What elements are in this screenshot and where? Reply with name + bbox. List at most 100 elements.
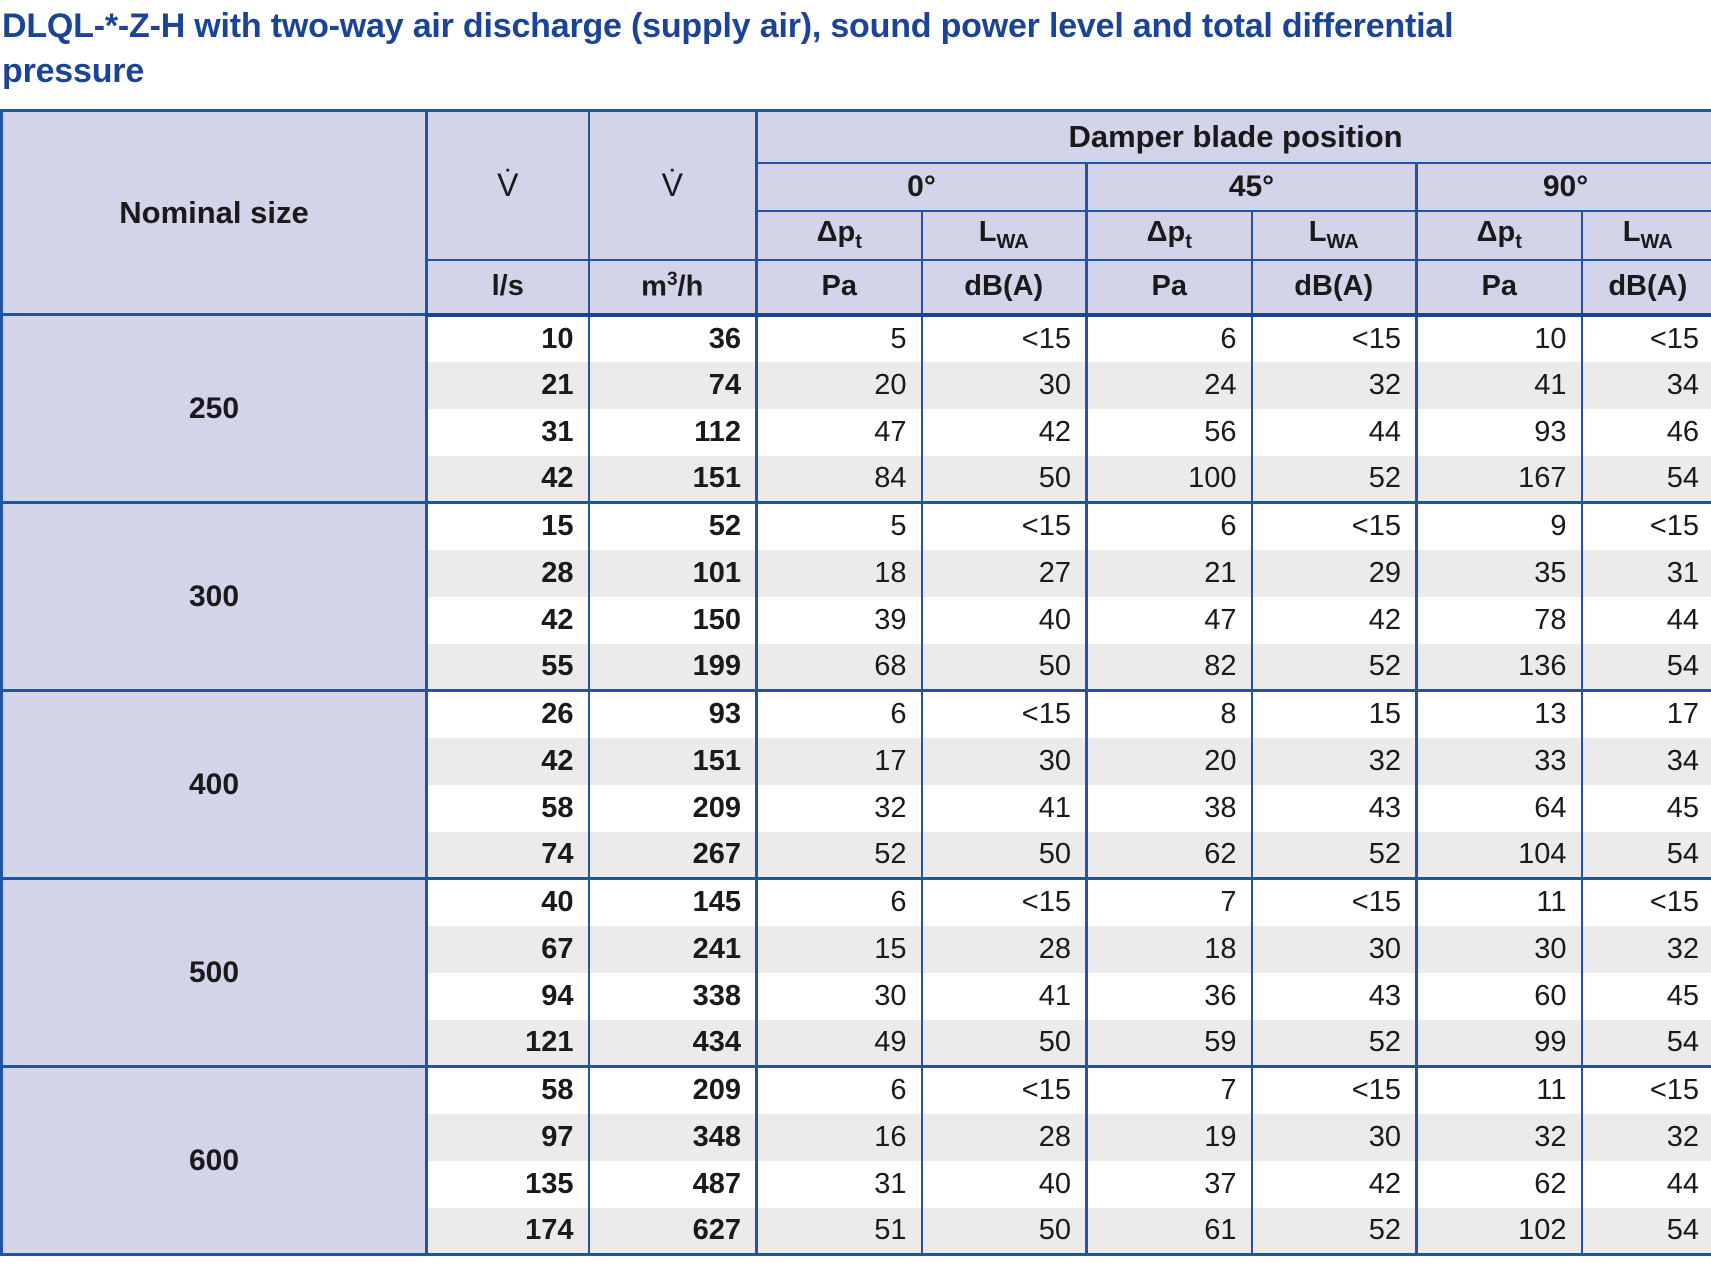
- table-cell: 100: [1085, 455, 1252, 503]
- table-cell: 32: [1415, 1113, 1582, 1161]
- table-cell: 94: [425, 972, 589, 1020]
- table-cell: 32: [1250, 361, 1417, 409]
- table-cell: 52: [755, 831, 922, 879]
- table-cell: 6: [755, 877, 922, 926]
- header-row-symbols: Δpt LWA Δpt LWA Δpt LWA: [2, 209, 1711, 261]
- table-cell: 104: [1415, 831, 1582, 879]
- table-row: 67 241 15 28 18 30 30 32: [2, 925, 1711, 973]
- table-cell: 31: [1580, 549, 1711, 597]
- table-cell: 30: [1250, 925, 1417, 973]
- table-cell: 20: [755, 361, 922, 409]
- table-cell: 34: [1580, 361, 1711, 409]
- dp-symbol: Δp: [1476, 216, 1516, 249]
- table-cell: 30: [920, 737, 1087, 785]
- col-header-dpt-0: Δpt: [755, 209, 923, 261]
- nominal-size-value: 400: [1, 689, 427, 879]
- table-cell: <15: [920, 689, 1087, 738]
- table-cell: 42: [425, 596, 589, 644]
- lwa-symbol: L: [978, 216, 997, 249]
- table-row: 28 101 18 27 21 29 35 31: [2, 549, 1711, 597]
- col-header-angle-90: 90°: [1414, 161, 1711, 212]
- table-cell: 31: [755, 1160, 922, 1208]
- table-cell: 42: [1250, 1160, 1417, 1208]
- table-cell: <15: [1580, 1065, 1711, 1114]
- table-cell: <15: [1250, 501, 1417, 550]
- table-cell: 241: [587, 925, 757, 973]
- table-cell: 36: [1085, 972, 1252, 1020]
- table-cell: 45: [1580, 972, 1711, 1020]
- table-cell: 54: [1580, 1207, 1711, 1255]
- table-cell: 21: [425, 361, 589, 409]
- table-cell: 52: [1250, 643, 1417, 691]
- table-cell: 487: [587, 1160, 757, 1208]
- header-row-top: Nominal size V̇ V̇ Damper blade position: [0, 109, 1711, 316]
- table-cell: 338: [587, 972, 757, 1020]
- table-cell: 50: [920, 1019, 1087, 1067]
- unit-dba-45: dB(A): [1250, 258, 1418, 317]
- col-header-lwa-0: LWA: [920, 209, 1088, 261]
- table-cell: 50: [920, 1207, 1087, 1255]
- unit-pa-90: Pa: [1415, 258, 1583, 317]
- table-row: 121 434 49 50 59 52 99 54: [2, 1019, 1711, 1067]
- table-cell: 54: [1580, 643, 1711, 691]
- dp-subscript: t: [1515, 230, 1522, 253]
- table-cell: 13: [1415, 689, 1582, 738]
- table-cell: 74: [587, 361, 757, 409]
- table-cell: 42: [1250, 596, 1417, 644]
- page-title: DLQL-*-Z-H with two-way air discharge (s…: [2, 7, 1454, 90]
- table-cell: 121: [425, 1019, 589, 1067]
- col-header-dpt-90: Δpt: [1415, 209, 1583, 261]
- table-cell: 5: [755, 313, 922, 362]
- table-cell: 56: [1085, 408, 1252, 456]
- table-cell: 55: [425, 643, 589, 691]
- table-cell: 58: [425, 784, 589, 832]
- col-header-angle-0: 0°: [755, 161, 1088, 212]
- col-header-flow-ls: V̇: [425, 109, 590, 261]
- table-cell: 51: [755, 1207, 922, 1255]
- unit-dba-0: dB(A): [920, 258, 1088, 317]
- table-cell: 267: [587, 831, 757, 879]
- table-cell: 50: [920, 831, 1087, 879]
- table-cell: <15: [920, 501, 1087, 550]
- table-cell: 54: [1580, 1019, 1711, 1067]
- dp-symbol: Δp: [816, 216, 856, 249]
- table-cell: 50: [920, 643, 1087, 691]
- table-cell: 42: [425, 455, 589, 503]
- table-cell: 42: [920, 408, 1087, 456]
- table-cell: 42: [425, 737, 589, 785]
- nominal-size-value: 250: [1, 313, 427, 503]
- table-cell: 209: [587, 1065, 757, 1114]
- table-cell: 47: [755, 408, 922, 456]
- table-cell: 52: [1250, 831, 1417, 879]
- table-row: 42 150 39 40 47 42 78 44: [2, 596, 1711, 644]
- table-cell: 40: [920, 1160, 1087, 1208]
- table-cell: 10: [1415, 313, 1582, 362]
- dp-subscript: t: [855, 230, 862, 253]
- table-cell: 93: [587, 689, 757, 738]
- unit-ls: l/s: [425, 258, 590, 317]
- table-cell: 34: [1580, 737, 1711, 785]
- table-cell: <15: [920, 1065, 1087, 1114]
- table-cell: 112: [587, 408, 757, 456]
- table-row: 21 74 20 30 24 32 41 34: [2, 361, 1711, 409]
- unit-m3h-suffix: /h: [677, 270, 704, 303]
- table-row: 42 151 17 30 20 32 33 34: [2, 737, 1711, 785]
- table-cell: 28: [425, 549, 589, 597]
- table-cell: 99: [1415, 1019, 1582, 1067]
- table-cell: 32: [1250, 737, 1417, 785]
- col-header-lwa-45: LWA: [1250, 209, 1418, 261]
- lwa-subscript: WA: [1326, 230, 1359, 253]
- table-cell: 39: [755, 596, 922, 644]
- table-cell: 54: [1580, 831, 1711, 879]
- table-cell: 135: [425, 1160, 589, 1208]
- table-row: 94 338 30 41 36 43 60 45: [2, 972, 1711, 1020]
- table-cell: 6: [755, 689, 922, 738]
- table-cell: 93: [1415, 408, 1582, 456]
- table-cell: 7: [1085, 1065, 1252, 1114]
- table-cell: 7: [1085, 877, 1252, 926]
- table-cell: 41: [920, 972, 1087, 1020]
- table-cell: 136: [1415, 643, 1582, 691]
- table-cell: 101: [587, 549, 757, 597]
- table-cell: 43: [1250, 972, 1417, 1020]
- unit-m3h: m3/h: [587, 258, 758, 317]
